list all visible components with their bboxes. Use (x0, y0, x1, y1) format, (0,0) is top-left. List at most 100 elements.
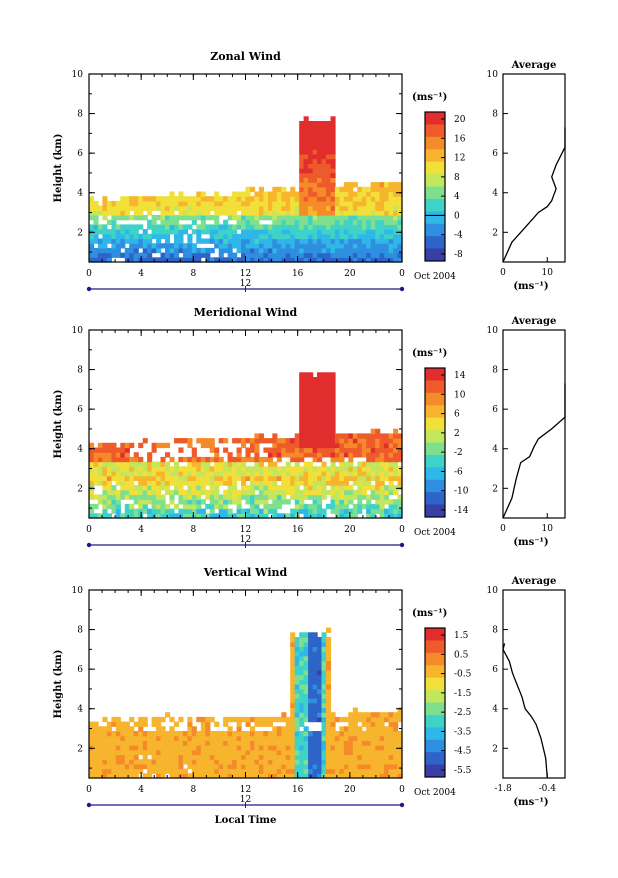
heatmap-cell (165, 754, 171, 760)
heatmap-cell (388, 442, 394, 449)
heatmap-cell (209, 196, 215, 202)
heatmap-cell (290, 702, 296, 709)
heatmap-cell (89, 773, 95, 779)
heatmap-cell (187, 475, 193, 481)
heatmap-cell (299, 391, 305, 397)
heatmap-cell (308, 200, 314, 207)
heatmap-cell (151, 229, 157, 235)
heatmap-cell (227, 480, 233, 486)
heatmap-cell (209, 200, 215, 207)
heatmap-cell (250, 210, 256, 216)
heatmap-cell (267, 754, 273, 760)
heatmap-cell (312, 735, 318, 741)
heatmap-cell (223, 257, 229, 263)
heatmap-cell (258, 768, 264, 774)
heatmap-cell (303, 158, 309, 164)
heatmap-cell (330, 740, 336, 746)
colorbar-frame (424, 111, 446, 262)
heatmap-cell (375, 200, 381, 207)
heatmap-cell (299, 466, 305, 472)
heatmap-cell (348, 452, 354, 458)
heatmap-cell (326, 641, 332, 647)
heatmap-cell (352, 721, 358, 727)
heatmap-cell (326, 749, 332, 756)
heatmap-cell (111, 447, 117, 453)
heatmap-cell (294, 702, 300, 709)
heatmap-cell (393, 243, 399, 249)
heatmap-cell (263, 494, 269, 500)
heatmap-cell (285, 745, 291, 751)
heatmap-cell (299, 424, 305, 430)
heatmap-cell (258, 257, 264, 263)
heatmap-cell (133, 754, 139, 760)
heatmap-cell (151, 196, 157, 202)
heatmap-cell (124, 745, 130, 751)
heatmap-cell (156, 716, 162, 723)
heatmap-cell (326, 395, 332, 402)
heatmap-cell (361, 452, 367, 458)
heatmap-cell (258, 754, 264, 760)
heatmap-cell (330, 158, 336, 164)
heatmap-cell (393, 452, 399, 458)
heatmap-cell (352, 735, 358, 741)
heatmap-cell (236, 191, 242, 197)
heatmap-cell (241, 257, 247, 263)
heatmap-cell (156, 759, 162, 765)
heatmap-cell (200, 480, 206, 486)
heatmap-cell (187, 721, 193, 727)
heatmap-cell (299, 452, 305, 458)
heatmap-cell (276, 513, 282, 519)
heatmap-cell (388, 433, 394, 439)
heatmap-cell (263, 205, 269, 211)
heatmap-cell (205, 740, 211, 746)
heatmap-cell (285, 252, 291, 258)
heatmap-cell (317, 679, 323, 685)
colorbar-swatch (425, 640, 445, 654)
heatmap-cell (321, 442, 327, 449)
heatmap-cell (254, 433, 260, 439)
heatmap-cell (245, 247, 251, 254)
heatmap-cell (160, 200, 166, 207)
heatmap-cell (326, 712, 332, 718)
heatmap-cell (326, 229, 332, 235)
colorbar-swatch (425, 405, 445, 419)
heatmap-cell (111, 215, 117, 221)
heatmap-cell (102, 257, 108, 263)
heatmap-cell (232, 196, 238, 202)
heatmap-cell (124, 513, 130, 519)
heatmap-cell (245, 475, 251, 481)
heatmap-cell (218, 438, 224, 444)
heatmap-cell (236, 503, 242, 510)
heatmap-cell (339, 494, 345, 500)
heatmap-cell (151, 205, 157, 211)
heatmap-cell (285, 438, 291, 444)
heatmap-cell (102, 716, 108, 723)
heatmap-cell (200, 442, 206, 449)
heatmap-cell (120, 740, 126, 746)
heatmap-cell (294, 480, 300, 486)
heatmap-cell (294, 735, 300, 741)
heatmap-cell (326, 489, 332, 496)
heatmap-cell (147, 247, 153, 254)
heatmap-cell (321, 452, 327, 458)
heatmap-cell (312, 252, 318, 258)
heatmap-cell (129, 461, 135, 467)
heatmap-cell (209, 480, 215, 486)
heatmap-cell (326, 377, 332, 383)
heatmap-cell (129, 471, 135, 477)
heatmap-cell (178, 229, 184, 235)
heatmap-cell (124, 494, 130, 500)
heatmap-cell (182, 229, 188, 235)
heatmap-cell (343, 461, 349, 467)
heatmap-cell (384, 763, 390, 770)
heatmap-cell (375, 768, 381, 774)
date-axis-marker (86, 802, 92, 808)
heatmap-cell (254, 247, 260, 254)
heatmap-cell (245, 186, 251, 193)
heatmap-cell (299, 763, 305, 770)
heatmap-cell (388, 475, 394, 481)
heatmap-cell (147, 773, 153, 779)
heatmap-cell (352, 447, 358, 453)
heatmap-cell (352, 452, 358, 458)
heatmap-cell (370, 503, 376, 510)
